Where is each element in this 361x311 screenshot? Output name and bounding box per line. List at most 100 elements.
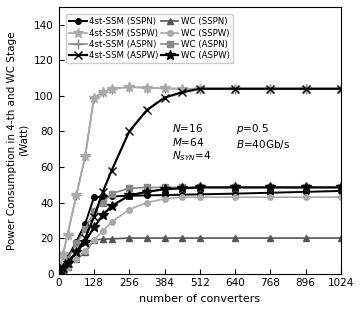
WC (SSPW) [83,249,87,253]
WC (SSPN) [101,238,105,241]
4st-SSM (ASPN) [92,96,96,100]
4st-SSM (ASPN) [233,87,237,91]
4st-SSM (ASPW) [180,91,184,94]
4st-SSM (ASPW) [109,169,114,172]
4st-SSM (ASPN) [162,86,167,90]
WC (SSPW) [74,258,78,261]
WC (ASPN) [180,186,184,189]
WC (SSPN) [74,258,78,261]
WC (SSPW) [127,208,131,211]
WC (ASPW) [109,204,114,208]
WC (SSPN) [127,236,131,240]
WC (ASPW) [101,213,105,217]
WC (SSPN) [339,236,343,240]
Line: 4st-SSM (SSPW): 4st-SSM (SSPW) [54,82,346,278]
4st-SSM (SSPW) [65,233,70,236]
WC (SSPN) [57,272,61,276]
4st-SSM (SSPW) [233,87,237,91]
WC (ASPW) [197,186,202,189]
4st-SSM (SSPN) [65,256,70,259]
WC (SSPW) [145,201,149,204]
4st-SSM (SSPW) [127,85,131,89]
4st-SSM (ASPW) [339,87,343,91]
WC (ASPW) [162,187,167,191]
4st-SSM (SSPW) [92,96,96,100]
4st-SSM (SSPW) [162,86,167,90]
WC (ASPW) [83,240,87,244]
WC (SSPW) [162,197,167,201]
WC (SSPN) [233,236,237,240]
4st-SSM (ASPN) [180,87,184,91]
4st-SSM (ASPW) [197,87,202,91]
WC (SSPN) [92,238,96,242]
4st-SSM (SSPN) [197,193,202,196]
4st-SSM (SSPN) [233,192,237,196]
4st-SSM (SSPW) [145,86,149,90]
4st-SSM (SSPN) [74,240,78,244]
WC (ASPW) [233,186,237,189]
4st-SSM (SSPW) [180,87,184,91]
4st-SSM (SSPN) [304,190,308,194]
4st-SSM (ASPN) [145,86,149,90]
WC (ASPN) [233,186,237,189]
4st-SSM (ASPN) [197,87,202,91]
4st-SSM (SSPN) [162,193,167,197]
4st-SSM (ASPN) [65,233,70,236]
X-axis label: number of converters: number of converters [139,294,260,304]
WC (SSPW) [304,195,308,199]
4st-SSM (ASPN) [74,193,78,197]
WC (ASPN) [145,186,149,189]
Line: 4st-SSM (SSPN): 4st-SSM (SSPN) [56,188,344,276]
4st-SSM (SSPW) [109,87,114,91]
WC (ASPN) [304,186,308,189]
4st-SSM (SSPW) [339,87,343,91]
WC (ASPN) [197,186,202,189]
WC (ASPN) [101,201,105,204]
WC (SSPW) [65,265,70,268]
WC (SSPN) [197,236,202,240]
4st-SSM (SSPN) [61,265,65,268]
Line: WC (ASPW): WC (ASPW) [54,183,346,278]
WC (SSPW) [61,268,65,272]
WC (ASPW) [304,186,308,189]
WC (SSPN) [180,236,184,240]
WC (ASPW) [57,272,61,276]
4st-SSM (ASPW) [145,108,149,112]
4st-SSM (SSPW) [268,87,273,91]
WC (SSPN) [109,237,114,241]
WC (ASPN) [92,210,96,213]
4st-SSM (SSPW) [57,272,61,276]
WC (SSPN) [61,268,65,272]
Line: WC (SSPN): WC (SSPN) [55,234,344,277]
WC (SSPW) [92,238,96,242]
WC (ASPW) [180,186,184,190]
WC (ASPW) [268,186,273,189]
4st-SSM (ASPN) [61,252,65,256]
4st-SSM (ASPN) [127,85,131,89]
4st-SSM (ASPW) [127,130,131,133]
4st-SSM (SSPW) [304,87,308,91]
4st-SSM (ASPW) [162,96,167,100]
4st-SSM (ASPN) [101,91,105,94]
WC (SSPW) [268,195,273,199]
Line: 4st-SSM (ASPW): 4st-SSM (ASPW) [55,85,345,278]
4st-SSM (ASPW) [101,190,105,194]
WC (SSPW) [101,229,105,233]
WC (ASPN) [65,258,70,261]
4st-SSM (ASPN) [268,87,273,91]
WC (SSPW) [109,220,114,224]
4st-SSM (ASPW) [92,215,96,219]
WC (ASPW) [145,190,149,194]
4st-SSM (SSPN) [92,195,96,199]
4st-SSM (SSPN) [339,189,343,193]
WC (SSPN) [268,236,273,240]
WC (SSPW) [339,195,343,199]
4st-SSM (SSPW) [101,91,105,94]
Y-axis label: Power Consumption in 4-th and WC Stage
(Watt): Power Consumption in 4-th and WC Stage (… [7,31,29,249]
WC (ASPW) [61,267,65,270]
Line: 4st-SSM (ASPN): 4st-SSM (ASPN) [54,82,346,278]
WC (ASPN) [61,265,65,268]
4st-SSM (SSPN) [83,222,87,226]
Legend: 4st-SSM (SSPN), 4st-SSM (SSPW), 4st-SSM (ASPN), 4st-SSM (ASPW), WC (SSPN), WC (S: 4st-SSM (SSPN), 4st-SSM (SSPW), 4st-SSM … [66,14,233,63]
4st-SSM (SSPN) [57,272,61,276]
